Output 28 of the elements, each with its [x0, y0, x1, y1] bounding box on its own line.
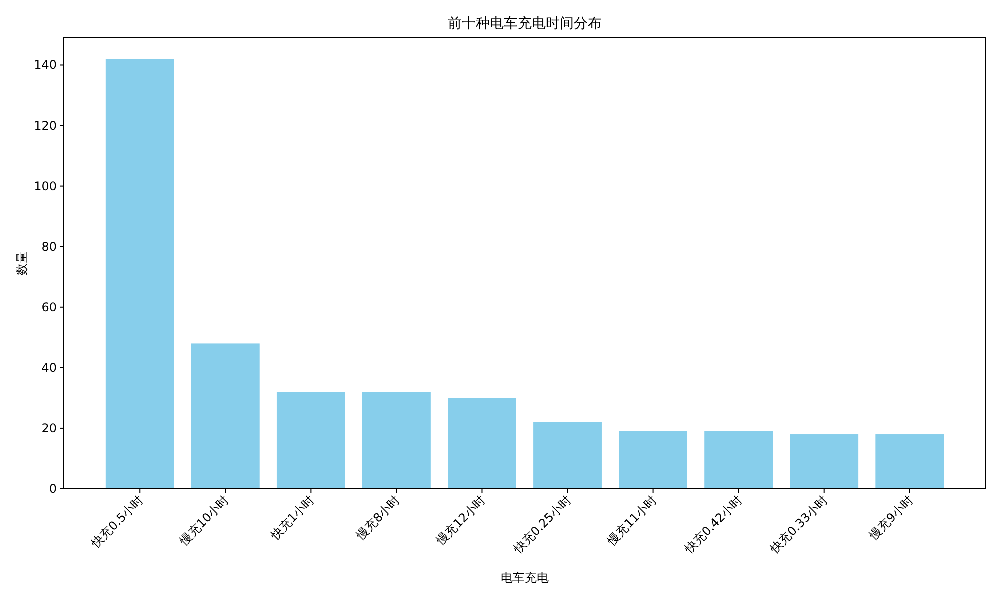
y-tick-label: 140: [34, 58, 57, 72]
x-tick-label: 慢充10小时: [176, 493, 232, 549]
y-tick-label: 20: [42, 421, 57, 436]
x-tick-label: 慢充11小时: [604, 493, 660, 549]
bar: [534, 422, 602, 489]
x-tick-label: 快充1小时: [267, 493, 318, 544]
y-tick-label: 100: [34, 179, 57, 194]
y-tick-label: 120: [34, 118, 57, 133]
y-tick-label: 60: [42, 300, 57, 314]
bar: [876, 434, 944, 489]
x-tick-label: 慢充8小时: [352, 493, 403, 544]
bar: [362, 392, 431, 489]
y-tick-label: 0: [49, 482, 57, 496]
x-tick-label: 慢充12小时: [433, 493, 488, 549]
y-axis-title: 数量: [15, 252, 29, 276]
bar: [704, 431, 774, 489]
x-tick-label: 慢充9小时: [866, 493, 916, 544]
y-tick-label: 40: [42, 360, 57, 375]
chart-title: 前十种电车充电时间分布: [448, 16, 602, 32]
bar: [790, 434, 859, 489]
bar: [106, 59, 174, 489]
x-axis-title: 电车充电: [501, 571, 549, 585]
bar: [619, 431, 688, 489]
bar: [276, 392, 346, 489]
bar: [191, 344, 260, 489]
x-tick-label: 快充0.5小时: [88, 493, 146, 552]
bar: [448, 398, 516, 489]
y-tick-label: 80: [42, 240, 57, 254]
